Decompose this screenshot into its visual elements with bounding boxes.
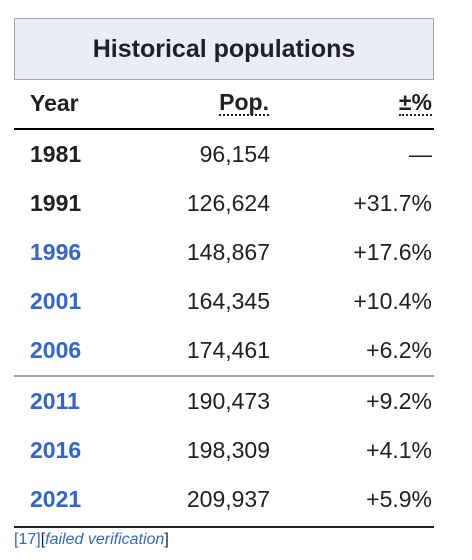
population-rows: 1981 96,154 — 1991 126,624 +31.7% 1996 148,867 +… xyxy=(14,130,434,524)
header-year: Year xyxy=(30,90,79,116)
table-row: 2011 190,473 +9.2% xyxy=(14,375,434,426)
footnote: [17][failed verification] xyxy=(14,526,434,549)
failed-verification-link[interactable]: failed verification xyxy=(45,531,165,548)
year-cell[interactable]: 2001 xyxy=(30,288,82,314)
header-percent-change[interactable]: ±% xyxy=(398,89,432,116)
population-cell: 148,867 xyxy=(186,239,270,265)
population-infobox: Historical populations Year Pop. ±% 1981… xyxy=(14,18,434,549)
header-row: Year Pop. ±% xyxy=(14,80,434,130)
table-row: 2006 174,461 +6.2% xyxy=(14,326,434,375)
year-cell[interactable]: 2021 xyxy=(30,486,82,512)
table-row: 2001 164,345 +10.4% xyxy=(14,277,434,326)
year-cell[interactable]: 2006 xyxy=(30,337,82,363)
year-cell: 1981 xyxy=(30,141,82,167)
table-row: 1981 96,154 — xyxy=(14,130,434,179)
percent-change-cell: +9.2% xyxy=(366,388,432,414)
header-population[interactable]: Pop. xyxy=(219,89,269,116)
percent-change-cell: +6.2% xyxy=(366,337,432,363)
year-cell[interactable]: 2016 xyxy=(30,437,82,463)
percent-change-cell: +4.1% xyxy=(366,437,432,463)
year-cell: 1991 xyxy=(30,190,82,216)
percent-change-cell: +17.6% xyxy=(353,239,432,265)
population-cell: 209,937 xyxy=(186,486,270,512)
table-row: 2016 198,309 +4.1% xyxy=(14,426,434,475)
population-cell: 126,624 xyxy=(186,190,270,216)
population-cell: 174,461 xyxy=(186,337,270,363)
percent-change-cell: — xyxy=(409,141,432,167)
table-row: 2021 209,937 +5.9% xyxy=(14,475,434,524)
percent-change-cell: +5.9% xyxy=(366,486,432,512)
year-cell[interactable]: 2011 xyxy=(30,388,80,414)
population-cell: 190,473 xyxy=(186,388,270,414)
table-row: 1991 126,624 +31.7% xyxy=(14,179,434,228)
footnote-ref-link[interactable]: [17] xyxy=(14,531,41,548)
percent-change-cell: +10.4% xyxy=(353,288,432,314)
table-title: Historical populations xyxy=(14,18,434,80)
population-cell: 198,309 xyxy=(186,437,270,463)
year-cell[interactable]: 1996 xyxy=(30,239,82,265)
bracket-close: ] xyxy=(164,531,169,548)
population-cell: 96,154 xyxy=(199,141,270,167)
table-row: 1996 148,867 +17.6% xyxy=(14,228,434,277)
population-cell: 164,345 xyxy=(186,288,270,314)
bracket-open: [ xyxy=(40,531,46,548)
percent-change-cell: +31.7% xyxy=(353,190,432,216)
